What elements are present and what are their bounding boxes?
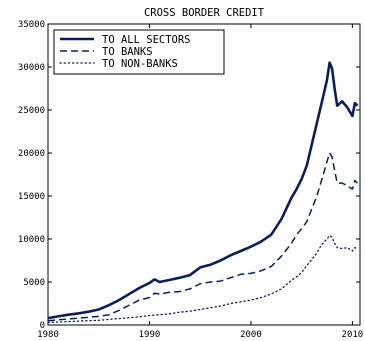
plot-area-frame <box>47 23 361 326</box>
y-tick-label: 5000 <box>23 278 45 288</box>
y-tick-label: 30000 <box>18 63 45 73</box>
y-tick-label: 20000 <box>18 149 45 159</box>
series-line-1 <box>47 61 359 320</box>
legend-box <box>53 29 225 75</box>
legend-label: TO BANKS <box>102 46 153 58</box>
y-tick-label: 15000 <box>18 192 45 202</box>
x-tick-label: 2000 <box>240 330 262 340</box>
y-tick-label: 25000 <box>18 106 45 116</box>
x-tick-label: 2010 <box>342 330 364 340</box>
x-tick-label: 1980 <box>37 330 59 340</box>
y-tick-label: 10000 <box>18 235 45 245</box>
series-lines <box>47 61 359 324</box>
legend-label: TO ALL SECTORS <box>102 34 191 46</box>
chart-title: CROSS BORDER CREDIT <box>144 7 265 19</box>
series-line-2 <box>47 152 359 322</box>
legend-label: TO NON-BANKS <box>102 58 178 70</box>
series-line-3 <box>47 234 359 324</box>
y-tick-label: 35000 <box>18 20 45 30</box>
axes: 0 5000 10000 15000 20000 25000 30000 35000 1980 1… <box>18 20 363 340</box>
y-tick-label: 0 <box>40 321 45 331</box>
x-tick-label: 1990 <box>139 330 161 340</box>
